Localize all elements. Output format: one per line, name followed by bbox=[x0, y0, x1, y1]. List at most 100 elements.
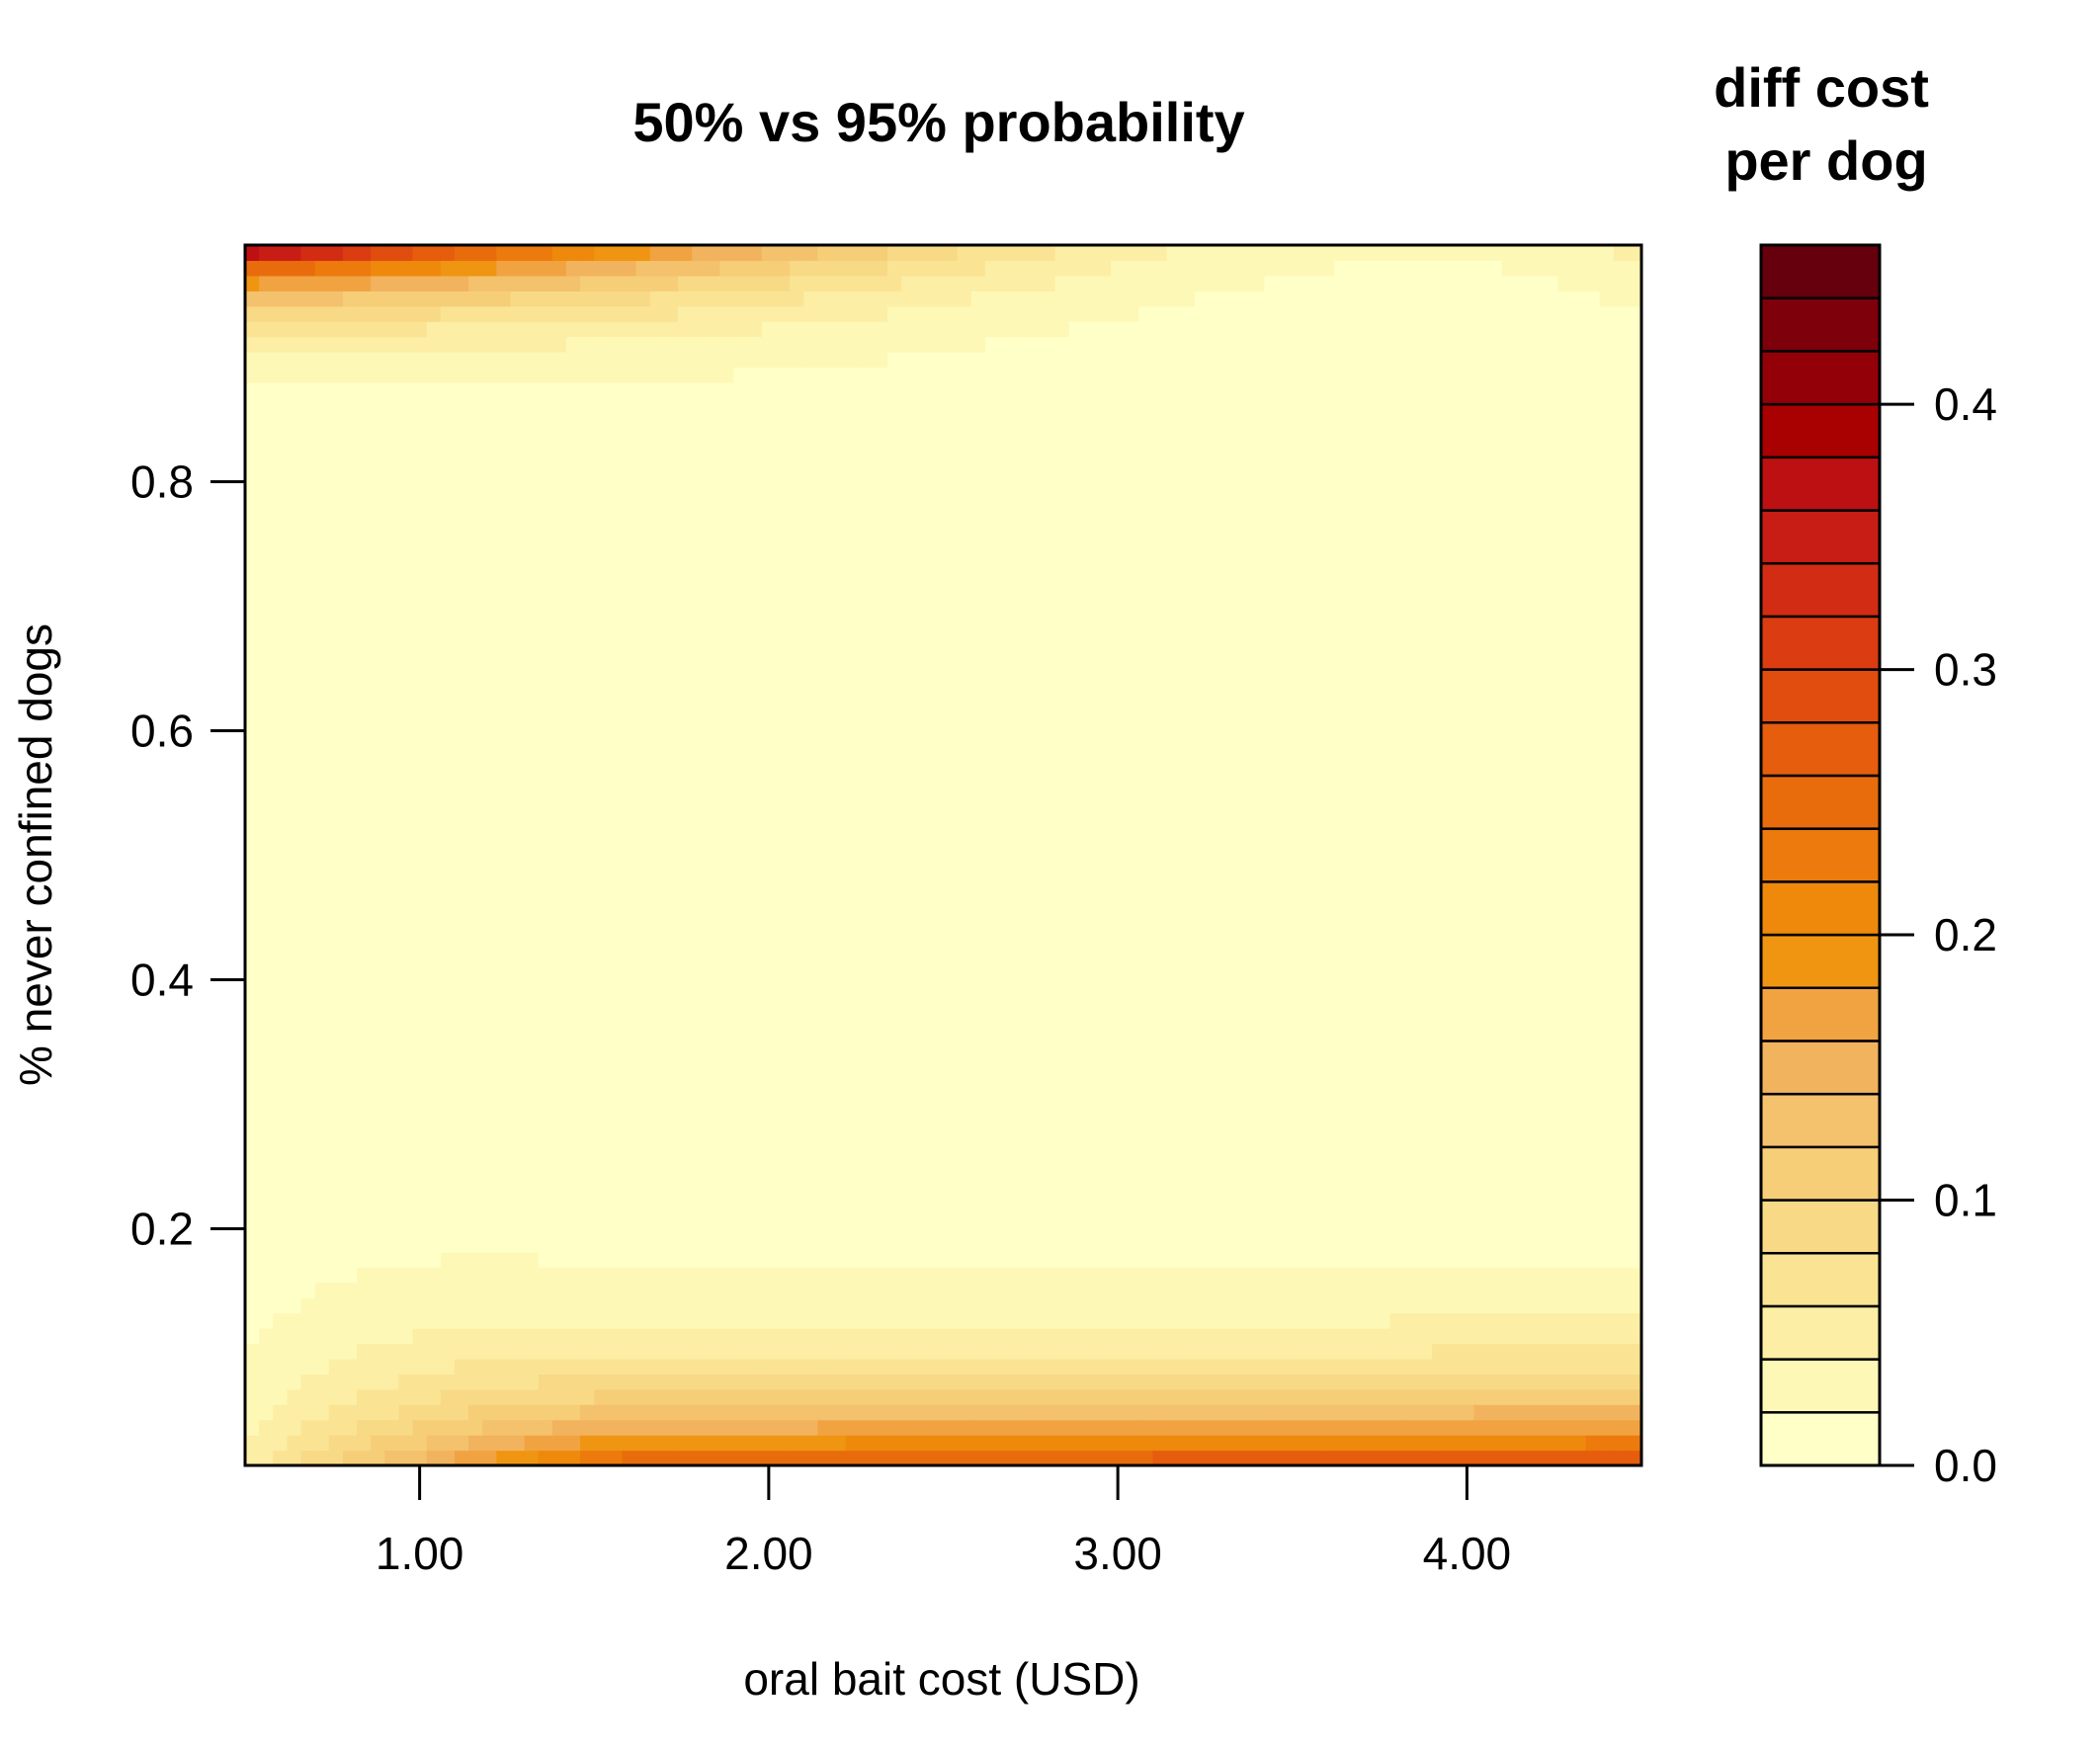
heatmap-cell bbox=[817, 992, 833, 1009]
heatmap-cell bbox=[496, 977, 512, 994]
heatmap-cell bbox=[1068, 611, 1084, 627]
heatmap-cell bbox=[859, 977, 875, 994]
heatmap-cell bbox=[510, 840, 526, 857]
heatmap-cell bbox=[635, 977, 651, 994]
heatmap-cell bbox=[1013, 824, 1028, 841]
heatmap-cell bbox=[1068, 992, 1084, 1009]
heatmap-cell bbox=[970, 473, 986, 490]
heatmap-cell bbox=[328, 1312, 344, 1329]
heatmap-cell bbox=[551, 1267, 567, 1284]
heatmap-cell bbox=[831, 1388, 847, 1405]
heatmap-cell bbox=[747, 443, 763, 459]
heatmap-cell bbox=[733, 519, 749, 536]
heatmap-cell bbox=[245, 1007, 260, 1024]
heatmap-cell bbox=[287, 1191, 302, 1208]
heatmap-cell bbox=[831, 1435, 847, 1452]
heatmap-cell bbox=[817, 245, 833, 262]
heatmap-cell bbox=[608, 992, 624, 1009]
heatmap-cell bbox=[510, 809, 526, 826]
heatmap-cell bbox=[510, 1160, 526, 1177]
heatmap-cell bbox=[943, 1038, 959, 1054]
heatmap-cell bbox=[273, 1435, 288, 1452]
heatmap-cell bbox=[761, 565, 777, 582]
heatmap-cell bbox=[273, 275, 288, 292]
heatmap-cell bbox=[608, 565, 624, 582]
heatmap-cell bbox=[663, 1236, 679, 1253]
heatmap-cell bbox=[1054, 291, 1070, 307]
heatmap-cell bbox=[831, 412, 847, 429]
heatmap-cell bbox=[608, 1221, 624, 1238]
heatmap-cell bbox=[915, 1419, 930, 1436]
heatmap-cell bbox=[635, 321, 651, 338]
heatmap-cell bbox=[524, 1068, 540, 1085]
heatmap-cell bbox=[943, 885, 959, 902]
heatmap-cell bbox=[803, 611, 818, 627]
heatmap-cell bbox=[1013, 245, 1028, 262]
heatmap-cell bbox=[999, 947, 1014, 963]
heatmap-cell bbox=[678, 397, 693, 414]
heatmap-cell bbox=[314, 1191, 330, 1208]
heatmap-cell bbox=[565, 947, 581, 963]
heatmap-cell bbox=[761, 1007, 777, 1024]
heatmap-cell bbox=[706, 1144, 721, 1161]
heatmap-cell bbox=[300, 1129, 316, 1146]
heatmap-cell bbox=[384, 1251, 400, 1268]
heatmap-cell bbox=[622, 687, 637, 704]
heatmap-cell bbox=[357, 717, 372, 734]
heatmap-cell bbox=[245, 1114, 260, 1130]
heatmap-cell bbox=[342, 321, 358, 338]
heatmap-cell bbox=[733, 1358, 749, 1375]
heatmap-cell bbox=[761, 1129, 777, 1146]
heatmap-cell bbox=[440, 763, 456, 780]
heatmap-cell bbox=[551, 1312, 567, 1329]
heatmap-cell bbox=[454, 1129, 469, 1146]
heatmap-cell bbox=[245, 961, 260, 978]
heatmap-cell bbox=[328, 1358, 344, 1375]
heatmap-cell bbox=[915, 291, 930, 307]
heatmap-cell bbox=[649, 793, 665, 810]
heatmap-cell bbox=[328, 381, 344, 398]
heatmap-cell bbox=[580, 733, 595, 750]
heatmap-cell bbox=[608, 1312, 624, 1329]
heatmap-cell bbox=[524, 1267, 540, 1284]
heatmap-cell bbox=[747, 931, 763, 948]
heatmap-cell bbox=[328, 352, 344, 369]
heatmap-cell bbox=[398, 1404, 414, 1421]
heatmap-cell bbox=[454, 961, 469, 978]
heatmap-cell bbox=[287, 717, 302, 734]
heatmap-cell bbox=[594, 1343, 609, 1360]
heatmap-cell bbox=[565, 656, 581, 673]
heatmap-cell bbox=[580, 1358, 595, 1375]
heatmap-cell bbox=[761, 381, 777, 398]
heatmap-cell bbox=[384, 1312, 400, 1329]
heatmap-cell bbox=[733, 687, 749, 704]
heatmap-cell bbox=[790, 793, 804, 810]
heatmap-cell bbox=[719, 1114, 735, 1130]
heatmap-cell bbox=[678, 473, 693, 490]
heatmap-cell bbox=[1054, 916, 1070, 933]
heatmap-cell bbox=[901, 748, 916, 765]
heatmap-cell bbox=[622, 596, 637, 613]
heatmap-cell bbox=[608, 1175, 624, 1192]
heatmap-cell bbox=[859, 1129, 875, 1146]
heatmap-cell bbox=[649, 870, 665, 886]
heatmap-cell bbox=[245, 611, 260, 627]
heatmap-cell bbox=[663, 687, 679, 704]
heatmap-cell bbox=[551, 336, 567, 353]
heatmap-cell bbox=[999, 1129, 1014, 1146]
heatmap-cell bbox=[1096, 1221, 1112, 1238]
heatmap-cell bbox=[565, 1251, 581, 1268]
heatmap-cell bbox=[412, 443, 428, 459]
heatmap-cell bbox=[803, 1282, 818, 1298]
heatmap-cell bbox=[594, 1328, 609, 1345]
heatmap-cell bbox=[496, 535, 512, 551]
heatmap-cell bbox=[635, 885, 651, 902]
heatmap-cell bbox=[440, 1450, 456, 1466]
heatmap-cell bbox=[245, 1175, 260, 1192]
heatmap-cell bbox=[1082, 1404, 1098, 1421]
heatmap-cell bbox=[733, 1221, 749, 1238]
heatmap-cell bbox=[1041, 1023, 1056, 1040]
heatmap-cell bbox=[482, 1129, 497, 1146]
heatmap-cell bbox=[943, 763, 959, 780]
heatmap-cell bbox=[398, 641, 414, 658]
